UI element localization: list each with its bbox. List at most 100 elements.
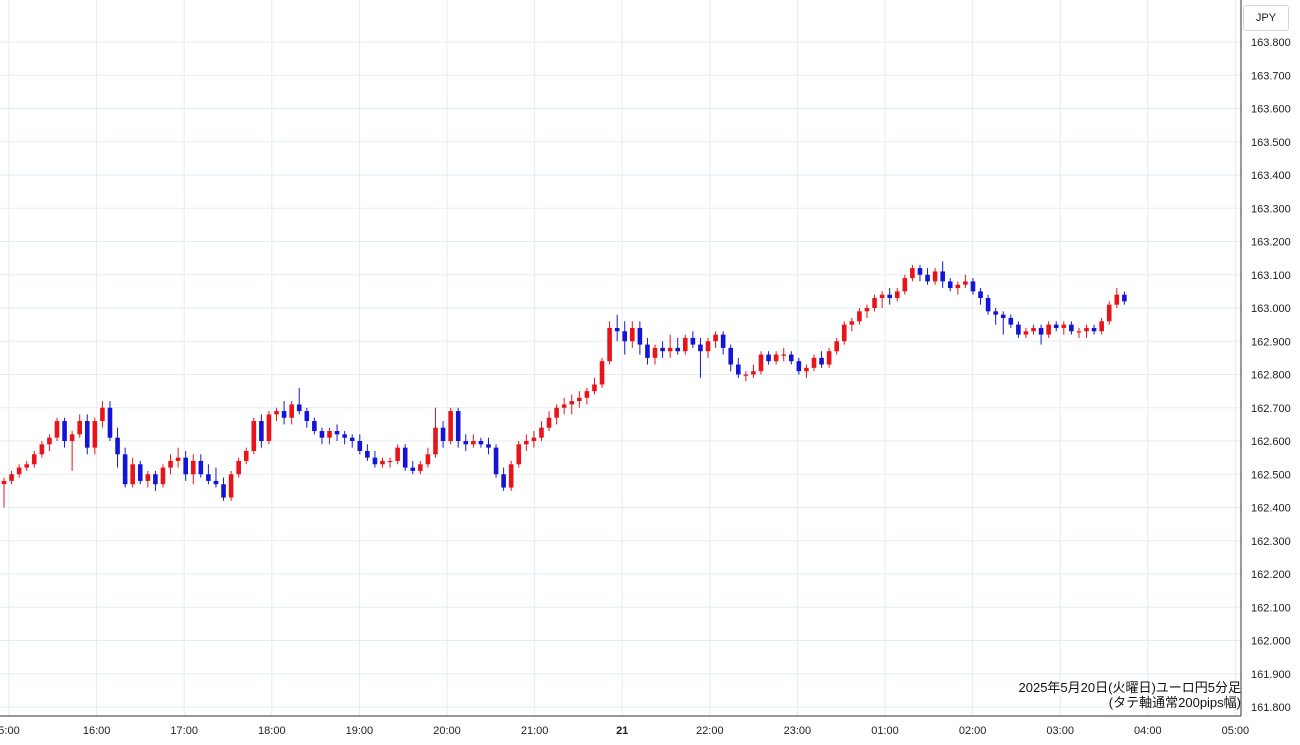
candle-body	[599, 361, 605, 385]
candle	[1031, 324, 1036, 335]
candle-body	[561, 404, 567, 408]
candle	[213, 467, 219, 488]
candle-body	[175, 457, 181, 461]
candle-body	[849, 321, 855, 325]
candle-body	[486, 444, 491, 448]
candle-body	[31, 454, 37, 465]
candle-body	[418, 464, 423, 471]
y-tick-label: 162.100	[1251, 602, 1291, 614]
candle	[599, 357, 605, 388]
candle-body	[137, 464, 143, 481]
candle-body	[940, 271, 945, 282]
candle	[418, 460, 423, 475]
candle	[577, 391, 582, 408]
candle-body	[834, 341, 839, 352]
y-tick-label: 163.400	[1251, 170, 1291, 182]
y-tick-label: 163.600	[1251, 104, 1291, 116]
candle-body	[978, 291, 983, 299]
candle	[955, 281, 961, 295]
candle	[698, 337, 703, 378]
candle	[735, 357, 741, 378]
candle	[160, 464, 166, 488]
currency-label[interactable]: JPY	[1243, 5, 1289, 31]
candle	[100, 401, 105, 428]
candle-body	[380, 460, 385, 465]
y-tick-label: 163.200	[1251, 237, 1291, 249]
candle	[561, 397, 567, 415]
candle-body	[993, 311, 998, 315]
candle	[455, 407, 461, 448]
candle	[531, 431, 537, 448]
candle	[478, 437, 484, 448]
candle	[879, 291, 885, 308]
candle-body	[1031, 327, 1036, 332]
candle-body	[402, 447, 408, 468]
candle	[387, 457, 393, 468]
candle-body	[47, 437, 52, 445]
y-tick-label: 162.000	[1251, 636, 1291, 648]
candle-body	[455, 411, 461, 441]
candle-body	[319, 431, 325, 438]
chart-caption: 2025年5月20日(火曜日)ユーロ円5分足 (タテ軸通常200pips幅)	[1019, 680, 1242, 710]
candle	[236, 457, 241, 478]
candle	[274, 407, 279, 422]
candle-body	[1114, 294, 1120, 305]
candle-body	[107, 407, 113, 438]
candle	[675, 337, 681, 355]
candle	[410, 460, 416, 475]
candle	[728, 344, 734, 372]
candle	[804, 364, 809, 378]
candle	[84, 414, 90, 455]
candle	[713, 331, 718, 348]
candle	[887, 288, 892, 305]
candle	[910, 264, 915, 282]
candle-body	[433, 427, 438, 455]
candle	[940, 261, 945, 289]
candle-body	[1061, 324, 1067, 328]
candle-body	[864, 308, 870, 312]
candle	[327, 427, 332, 445]
candle	[667, 334, 673, 358]
candle	[206, 464, 211, 485]
candle-body	[62, 421, 67, 441]
caption-line-1: 2025年5月20日(火曜日)ユーロ円5分足	[1018, 680, 1242, 695]
candle-body	[546, 417, 552, 428]
candle-body	[751, 371, 756, 375]
candle-body	[1091, 327, 1097, 332]
candle-body	[327, 431, 332, 438]
candle	[183, 450, 188, 481]
x-tick-label: 22:00	[696, 725, 724, 737]
x-tick-label: 04:00	[1134, 725, 1162, 737]
candle	[546, 411, 552, 432]
candle-body	[304, 411, 310, 422]
candle-body	[819, 357, 824, 365]
candle-body	[16, 467, 22, 475]
gridlines	[0, 0, 1241, 716]
candle-body	[1106, 304, 1112, 322]
y-tick-label: 162.500	[1251, 469, 1291, 481]
candle-body	[471, 441, 476, 445]
candle-body	[357, 441, 363, 451]
candle-body	[1122, 294, 1127, 302]
candle-body	[841, 324, 847, 342]
candle-body	[584, 391, 590, 398]
candle	[516, 441, 522, 468]
candle	[69, 431, 75, 471]
candle	[630, 321, 635, 348]
candle	[978, 288, 983, 305]
candle-body	[698, 344, 703, 352]
candle-body	[894, 291, 900, 299]
candle-body	[781, 354, 787, 356]
candle-body	[569, 401, 575, 405]
candle	[372, 450, 378, 468]
candle	[796, 357, 802, 375]
candle-body	[963, 281, 968, 285]
candle	[115, 427, 120, 468]
x-tick-label: 23:00	[784, 725, 812, 737]
candle	[425, 447, 431, 468]
candle-body	[879, 294, 885, 299]
candle	[1023, 327, 1029, 338]
y-tick-label: 161.900	[1251, 669, 1291, 681]
x-tick-label: 02:00	[959, 725, 987, 737]
candle-body	[652, 347, 658, 358]
